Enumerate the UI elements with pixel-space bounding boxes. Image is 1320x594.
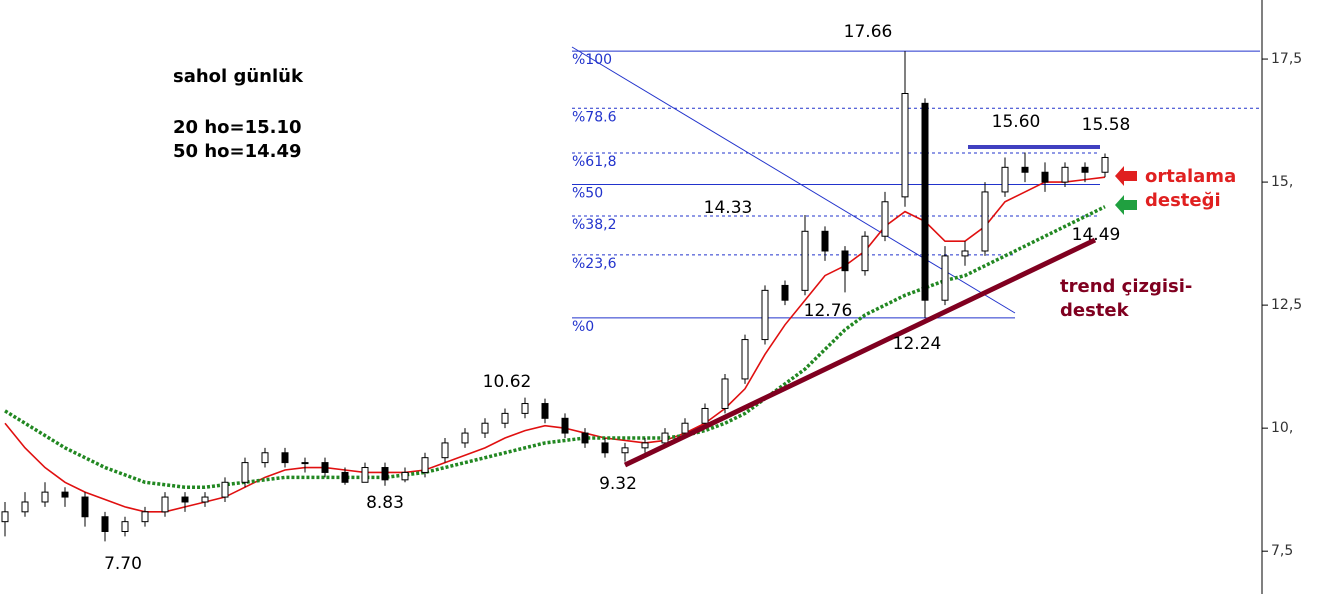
- fibonacci-levels: %100 %78.6 %61,8 %50 %38,2 %23,6 %0: [572, 50, 1260, 335]
- candle-body: [921, 102, 929, 301]
- candle-body: [641, 442, 649, 449]
- candle-body: [1061, 166, 1069, 183]
- candle-body: [681, 422, 689, 434]
- y-tick-label: 7,5: [1271, 543, 1293, 559]
- candle-body: [21, 501, 29, 513]
- y-tick-label: 17,5: [1271, 51, 1302, 67]
- fib-label: %61,8: [572, 154, 616, 170]
- fib-label: %50: [572, 186, 603, 202]
- fib-label: %23,6: [572, 256, 617, 272]
- candle-body: [1081, 166, 1089, 173]
- candle-body: [781, 284, 789, 301]
- candle-body: [541, 403, 549, 419]
- fib-label: %78.6: [572, 109, 617, 125]
- candle-body: [621, 447, 629, 454]
- candle-body: [101, 516, 109, 532]
- candle-body: [261, 452, 269, 464]
- candle-body: [961, 250, 969, 257]
- callout: ortalama: [1145, 166, 1236, 187]
- green-arrow: [1115, 195, 1137, 215]
- price-label: 12.76: [804, 301, 853, 321]
- candle-body: [941, 255, 949, 301]
- candle-body: [761, 289, 769, 341]
- candle-body: [601, 442, 609, 454]
- candle-body: [521, 403, 529, 414]
- candle-body: [381, 467, 389, 481]
- price-label: 15.60: [992, 112, 1041, 132]
- candle-body: [301, 462, 309, 465]
- fib-label: %0: [572, 319, 594, 335]
- candle-body: [461, 432, 469, 444]
- candle-body: [341, 471, 349, 483]
- price-label: 15.58: [1082, 115, 1131, 135]
- candles: [1, 51, 1109, 542]
- price-label: 17.66: [844, 22, 893, 42]
- candle-body: [501, 412, 509, 424]
- callout: trend çizgisi-: [1060, 276, 1192, 297]
- candle-body: [801, 230, 809, 291]
- price-label: 7.70: [104, 554, 142, 574]
- price-label: 14.49: [1072, 225, 1121, 245]
- callout: desteği: [1145, 190, 1221, 211]
- candle-body: [721, 378, 729, 409]
- candle-body: [741, 339, 749, 380]
- candle-body: [81, 496, 89, 518]
- candle-body: [41, 491, 49, 503]
- title: sahol günlük: [173, 66, 304, 87]
- candle-body: [861, 235, 869, 272]
- candle-body: [1, 511, 9, 523]
- price-label: 10.62: [483, 372, 532, 392]
- y-tick-label: 15,: [1271, 174, 1293, 190]
- candle-body: [701, 407, 709, 424]
- price-label: 8.83: [366, 493, 404, 513]
- candle-body: [881, 201, 889, 237]
- candle-body: [181, 496, 189, 503]
- y-tick-label: 10,: [1271, 420, 1293, 436]
- candle-body: [61, 491, 69, 498]
- candle-body: [581, 432, 589, 444]
- candle-body: [1101, 156, 1109, 173]
- candle-body: [821, 230, 829, 252]
- candle-body: [481, 422, 489, 434]
- y-tick-label: 12,5: [1271, 297, 1302, 313]
- candle-body: [441, 442, 449, 459]
- price-label: 14.33: [704, 198, 753, 218]
- candle-body: [841, 250, 849, 272]
- candle-body: [281, 452, 289, 464]
- candle-body: [321, 462, 329, 473]
- note: 50 ho=14.49: [173, 141, 302, 162]
- candle-body: [1041, 171, 1049, 183]
- price-label: 12.24: [893, 334, 942, 354]
- candle-body: [401, 471, 409, 481]
- candle-body: [1021, 166, 1029, 173]
- fib-label: %100: [572, 52, 612, 68]
- red-arrow: [1115, 166, 1137, 186]
- candle-body: [241, 462, 249, 483]
- candle-body: [421, 457, 429, 473]
- trend-line: [623, 237, 1097, 468]
- candle-body: [981, 191, 989, 252]
- candle-body: [901, 93, 909, 198]
- candle-body: [561, 417, 569, 434]
- fib-label: %38,2: [572, 217, 616, 233]
- candle-body: [221, 481, 229, 498]
- candle-body: [661, 432, 669, 444]
- candle-body: [161, 496, 169, 513]
- candle-body: [141, 511, 149, 523]
- candle-body: [1001, 166, 1009, 193]
- callout: destek: [1060, 300, 1130, 321]
- fib-diagonal: [571, 46, 1016, 314]
- candle-body: [201, 496, 209, 503]
- note: 20 ho=15.10: [173, 117, 302, 138]
- candle-body: [361, 467, 369, 483]
- price-label: 9.32: [599, 474, 637, 494]
- candle-body: [121, 521, 129, 532]
